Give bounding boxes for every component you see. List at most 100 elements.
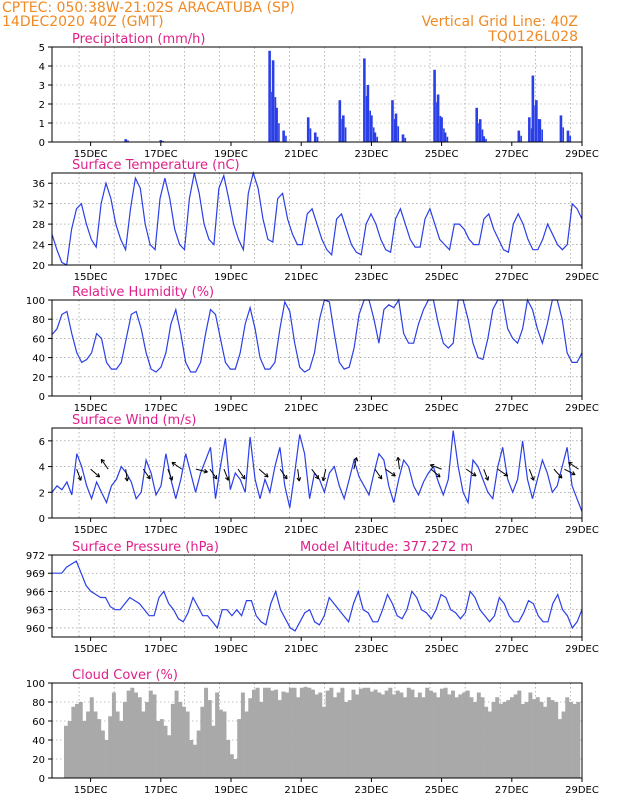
cloud-bar [568, 702, 573, 778]
panel-title: Surface Pressure (hPa) [72, 540, 219, 555]
cloud-bar [207, 700, 212, 778]
cloud-bar [200, 706, 205, 778]
precip-bar [520, 135, 522, 142]
x-tick-label: 29DEC [565, 525, 599, 536]
precip-bar [271, 60, 275, 142]
wind-arrow-head [171, 461, 176, 467]
header: CPTEC: 050:38W-21:02S ARACATUBA (SP) 14D… [2, 0, 578, 45]
x-tick-label: 23DEC [355, 272, 389, 283]
wind-arrow [483, 468, 489, 481]
wind-arrow [322, 469, 327, 481]
panel-frame [51, 682, 583, 779]
wind-arrow-head [213, 474, 218, 480]
x-tick-label: 21DEC [284, 403, 318, 414]
wind-arrow [100, 459, 109, 470]
y-tick-label: 36 [32, 179, 45, 190]
cloud-bar [373, 689, 378, 778]
wind-arrow-head [391, 472, 396, 477]
precip-bar [566, 130, 570, 142]
cloud-bar [513, 694, 518, 778]
x-tick-label: 21DEC [284, 644, 318, 655]
precip-bar [370, 115, 373, 142]
x-tick-label: 25DEC [425, 525, 459, 536]
x-tick-label: 23DEC [355, 525, 389, 536]
precip-bar [338, 100, 342, 142]
wind-arrow [374, 468, 383, 480]
x-tick-label: 25DEC [425, 403, 459, 414]
cloud-bar [244, 711, 249, 778]
wind-arrow [385, 468, 396, 477]
cloud-bar [495, 697, 500, 778]
precip-bar [127, 140, 129, 142]
precip-bar [538, 119, 542, 142]
precip-bar [309, 128, 312, 142]
x-tick-label: 27DEC [495, 403, 529, 414]
x-tick-label: 15DEC [74, 149, 108, 160]
cloud-bar [399, 692, 404, 778]
precip-bar [531, 75, 535, 142]
cloud-bar [521, 703, 526, 778]
cloud-bar [82, 721, 87, 778]
cloud-bar [487, 711, 492, 778]
wind-arrow-head [472, 472, 477, 477]
wind-arrow [167, 468, 173, 481]
x-tick-label: 29DEC [565, 272, 599, 283]
wind-arrow-head [95, 473, 101, 478]
cloud-bar [226, 740, 231, 778]
cloud-bar [93, 711, 98, 778]
cloud-bar [476, 692, 481, 778]
y-tick-label: 0 [39, 392, 45, 403]
date-line: 14DEC2020 40Z (GMT) [2, 14, 164, 30]
x-tick-label: 29DEC [565, 785, 599, 796]
precip-bar [475, 107, 479, 142]
cloud-bar [71, 706, 76, 778]
cloud-bar [115, 711, 120, 778]
model-altitude: Model Altitude: 377.272 m [300, 540, 473, 555]
y-tick-label: 0 [39, 774, 45, 785]
cloud-bar [366, 687, 371, 778]
x-tick-label: 17DEC [144, 644, 178, 655]
y-tick-label: 963 [26, 606, 45, 617]
cloud-bar [432, 692, 437, 778]
cloud-bar [469, 697, 474, 778]
cloud-bar [222, 711, 227, 778]
wind-arrow-head [557, 474, 563, 479]
precip-bar [316, 136, 319, 142]
cloud-bar [480, 697, 485, 778]
cloud-bar [528, 692, 533, 778]
cloud-bar [181, 706, 186, 778]
cloud-bar [329, 687, 334, 778]
cloud-bar [240, 692, 245, 778]
precip-bar [436, 94, 440, 142]
cloud-bar [557, 719, 562, 778]
wind-arrow-head [321, 476, 327, 482]
wind-arrow-head [264, 473, 269, 478]
cloud-bar [509, 697, 514, 778]
wind-arrow-head [571, 471, 576, 476]
cloud-bar [152, 694, 157, 778]
precip-bar [440, 117, 443, 142]
x-tick-label: 21DEC [284, 525, 318, 536]
cloud-bar [546, 697, 551, 778]
cloud-bar [100, 730, 105, 778]
precip-bar [482, 136, 486, 142]
y-tick-label: 4 [39, 62, 45, 73]
y-tick-label: 972 [26, 551, 45, 562]
cloud-bar [303, 686, 308, 778]
y-tick-label: 60 [32, 334, 45, 345]
y-tick-label: 20 [32, 755, 45, 766]
cloud-bar [395, 690, 400, 778]
y-tick-label: 24 [32, 241, 45, 252]
x-tick-label: 27DEC [495, 149, 529, 160]
cloud-bar [229, 754, 234, 778]
precip-bar [306, 117, 310, 142]
cloud-bar [498, 703, 503, 778]
cloud-bar [506, 700, 511, 778]
cloud-bar [299, 687, 304, 778]
cloud-bar [196, 730, 201, 778]
cloud-bar [148, 690, 153, 778]
panel-title: Relative Humidity (%) [72, 285, 214, 300]
cloud-bar [414, 697, 419, 778]
cloud-bar [67, 721, 72, 778]
